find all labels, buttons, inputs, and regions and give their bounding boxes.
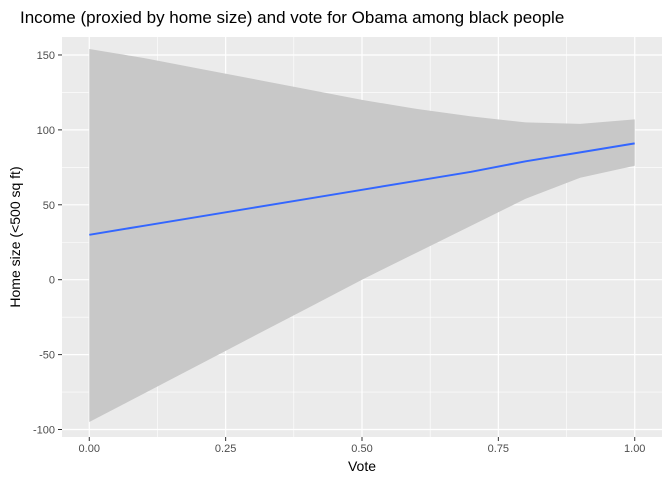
y-tick-label: 150 xyxy=(37,50,55,62)
y-tick-label: 0 xyxy=(49,275,55,287)
y-tick-label: 100 xyxy=(37,125,55,137)
x-tick-label: 1.00 xyxy=(624,443,645,455)
x-axis-title: Vote xyxy=(348,458,376,474)
confidence-band xyxy=(89,49,635,422)
y-tick-label: -50 xyxy=(39,350,55,362)
x-axis-ticks: 0.00 0.25 0.50 0.75 1.00 xyxy=(79,437,645,455)
trend-line xyxy=(89,142,635,236)
chart-title: Income (proxied by home size) and vote f… xyxy=(20,8,564,27)
x-tick-label: 0.00 xyxy=(79,443,100,455)
x-tick-label: 0.25 xyxy=(215,443,236,455)
y-axis-title: Home size (<500 sq ft) xyxy=(7,166,23,307)
y-tick-label: 50 xyxy=(43,200,55,212)
y-axis-ticks: -100 -50 0 50 100 150 xyxy=(33,50,62,437)
x-tick-label: 0.50 xyxy=(351,443,372,455)
y-tick-label: -100 xyxy=(33,425,55,437)
x-tick-label: 0.75 xyxy=(488,443,509,455)
